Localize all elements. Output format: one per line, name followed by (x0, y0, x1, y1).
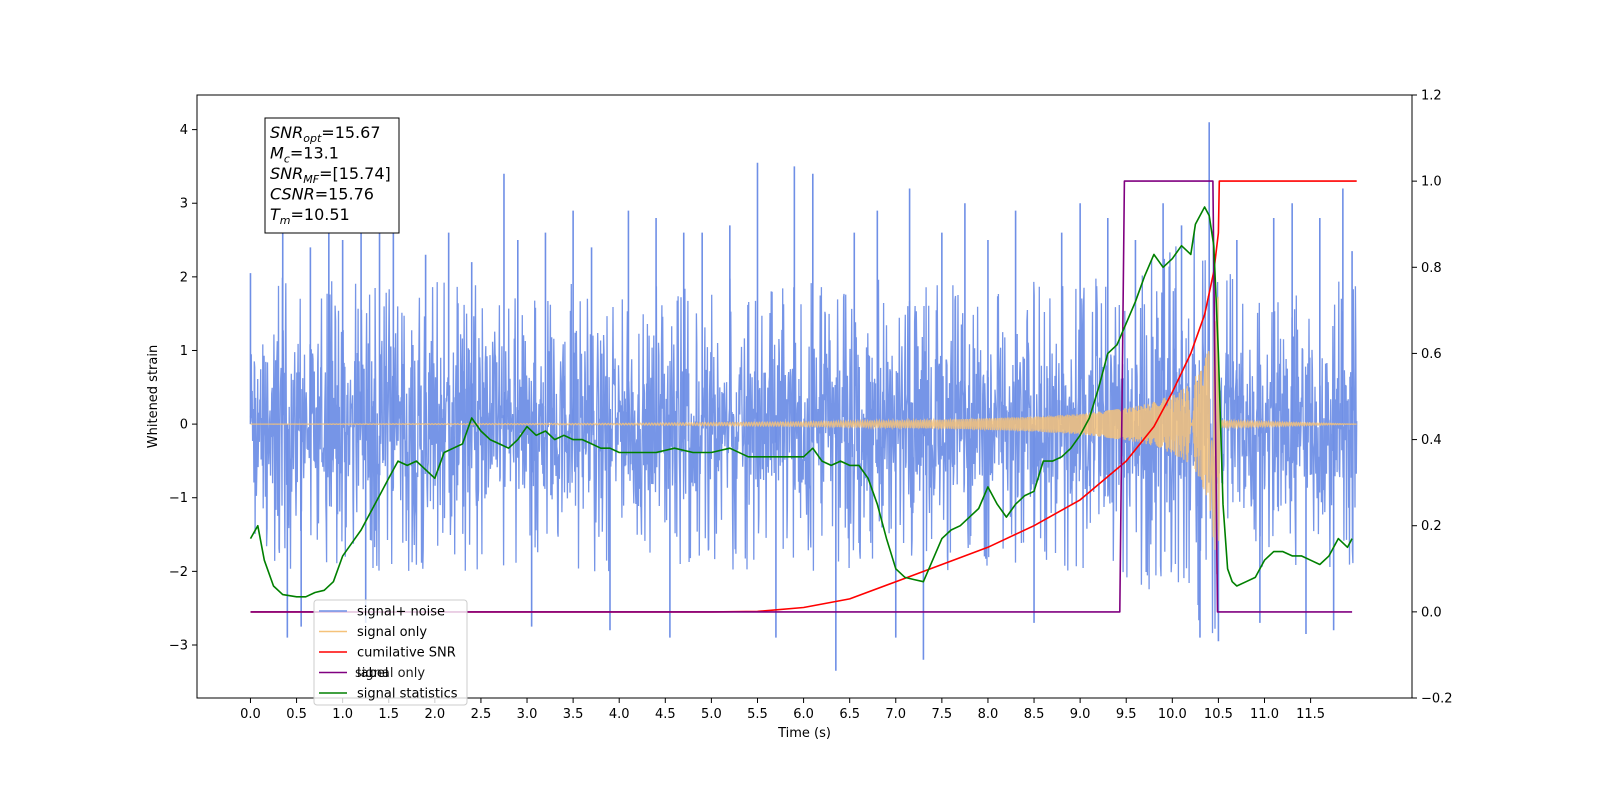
x-tick-label: 0.0 (240, 707, 261, 722)
series-signal-statistics-line (249, 206, 1353, 598)
legend-ghost-text: signal only (355, 666, 425, 681)
x-tick-label: 9.5 (1116, 707, 1137, 722)
y-right-tick-label: 0.4 (1421, 433, 1442, 448)
x-tick-label: 4.5 (655, 707, 676, 722)
legend-label: label (357, 666, 388, 681)
y-tick-label: −2 (169, 565, 188, 580)
series-signal-only-line (250, 296, 1357, 575)
x-tick-label: 0.5 (286, 707, 307, 722)
legend-label: signal only (357, 625, 427, 640)
x-tick-label: 6.0 (793, 707, 814, 722)
y-right-tick-label: 0.2 (1421, 519, 1442, 534)
x-tick-label: 10.5 (1204, 707, 1233, 722)
y-tick-label: 4 (180, 123, 188, 138)
info-box-frame (264, 117, 400, 234)
legend: signal only signal+ noise signal only cumil… (313, 599, 468, 706)
info-line: CSNR=15.76 (270, 185, 374, 204)
x-tick-label: 6.5 (839, 707, 860, 722)
y-tick-label: 2 (180, 270, 188, 285)
x-tick-label: 3.0 (517, 707, 538, 722)
x-tick-label: 7.5 (932, 707, 953, 722)
y-tick-label: −1 (169, 491, 188, 506)
x-tick-label: 8.5 (1024, 707, 1045, 722)
axes-frame (196, 94, 1413, 699)
x-tick-label: 5.5 (747, 707, 768, 722)
x-tick-label: 5.0 (701, 707, 722, 722)
legend-frame (313, 599, 468, 706)
x-tick-label: 2.5 (471, 707, 492, 722)
y-right-tick-label: −0.2 (1421, 692, 1453, 707)
y-tick-label: 3 (180, 197, 188, 212)
legend-label: cumilative SNR (357, 646, 456, 661)
info-line: SNRopt=15.67 (270, 123, 381, 145)
x-tick-label: 9.0 (1070, 707, 1091, 722)
x-tick-label: 2.0 (424, 707, 445, 722)
info-line: SNRMF=[15.74] (270, 164, 391, 186)
series-label-line (250, 180, 1353, 613)
series-signal-noise-line (249, 218, 1358, 634)
y-right-tick-label: 0.6 (1421, 347, 1442, 362)
x-tick-label: 11.5 (1296, 707, 1325, 722)
y-right-tick-label: 1.2 (1421, 89, 1442, 104)
info-line: Mc=13.1 (270, 144, 339, 166)
x-tick-label: 11.0 (1250, 707, 1279, 722)
legend-label: signal+ noise (357, 605, 445, 620)
x-tick-label: 8.0 (978, 707, 999, 722)
x-tick-label: 7.0 (885, 707, 906, 722)
y-tick-label: 1 (180, 344, 188, 359)
y-right-tick-label: 0.0 (1421, 605, 1442, 620)
y-right-tick-label: 0.8 (1421, 261, 1442, 276)
legend-label: signal statistics (357, 687, 458, 702)
y-right-tick-label: 1.0 (1421, 175, 1442, 190)
plot-area (249, 122, 1358, 671)
x-tick-label: 1.0 (332, 707, 353, 722)
y-tick-label: −3 (169, 638, 188, 653)
info-box: SNRopt=15.67Mc=13.1SNRMF=[15.74]CSNR=15.… (264, 117, 400, 234)
y-tick-label: 0 (180, 418, 188, 433)
x-tick-label: 10.0 (1158, 707, 1187, 722)
info-line: Tm=10.51 (270, 205, 350, 227)
x-tick-label: 3.5 (563, 707, 584, 722)
x-axis-label: Time (s) (777, 726, 831, 741)
x-tick-label: 1.5 (378, 707, 399, 722)
axis-ticks: 0.0 0.5 1.0 1.5 2.0 2.5 3.0 3.5 4.0 4.5 5.0 5.5 6.0 6… (169, 89, 1453, 723)
y-axis-label: Whitened strain (146, 345, 161, 448)
x-tick-label: 4.0 (609, 707, 630, 722)
